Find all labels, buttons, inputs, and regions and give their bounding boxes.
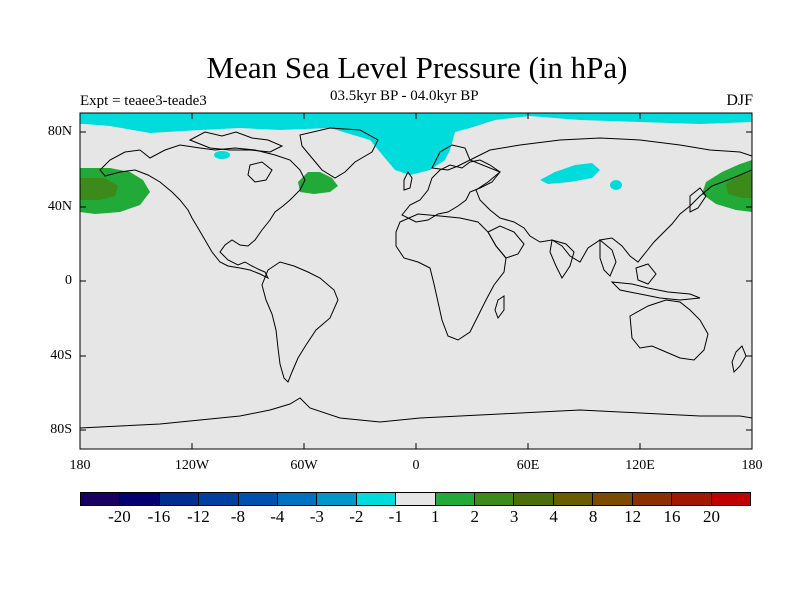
- new-zealand-coast: [731, 345, 747, 374]
- indonesia-coast: [610, 281, 701, 301]
- period-label: 03.5kyr BP - 04.0kyr BP: [330, 88, 479, 104]
- colorbar-label: -12: [187, 507, 210, 526]
- colorbar-swatch: [672, 493, 712, 505]
- hudson-bay-coast: [247, 161, 273, 183]
- colorbar-label: -2: [349, 507, 364, 526]
- colorbar-label: 4: [549, 507, 558, 526]
- colorbar-label: 8: [588, 507, 598, 526]
- season-label: DJF: [726, 92, 753, 109]
- south-america-coast: [261, 261, 339, 383]
- lat-label-40n: 40N: [47, 199, 72, 214]
- uk-coast: [403, 171, 413, 191]
- experiment-label: Expt = teaee3-teade3: [80, 93, 207, 109]
- lon-label-180e: 180: [741, 458, 763, 473]
- colorbar-label: -20: [108, 507, 131, 526]
- lon-label-60e: 60E: [516, 458, 540, 473]
- pacific-positive-core-west: [80, 178, 118, 200]
- colorbar-swatch: [475, 493, 515, 505]
- africa-coast: [395, 213, 507, 341]
- chart-title: Mean Sea Level Pressure (in hPa): [206, 50, 628, 85]
- lat-label-0: 0: [65, 273, 72, 288]
- japan-coast: [689, 187, 707, 213]
- borneo-coast: [635, 263, 657, 285]
- colorbar-swatch: [81, 493, 121, 505]
- colorbar-label: 20: [703, 507, 721, 526]
- colorbar-swatch: [278, 493, 318, 505]
- greenland-coast: [299, 127, 379, 179]
- indochina-coast: [599, 238, 617, 277]
- colorbar-label: -4: [270, 507, 285, 526]
- colorbar-label: 16: [663, 507, 681, 526]
- colorbar-label: 12: [624, 507, 642, 526]
- colorbar-swatch: [199, 493, 239, 505]
- arctic-cyan-patch-small: [214, 151, 230, 159]
- colorbar-swatch: [514, 493, 554, 505]
- arctic-islands-coast: [188, 131, 284, 153]
- colorbar-label: 3: [509, 507, 519, 526]
- colorbar-swatch: [711, 493, 750, 505]
- colorbar-label: -16: [147, 507, 171, 526]
- colorbar-swatch: [553, 493, 594, 505]
- lon-label-120e: 120E: [625, 458, 655, 473]
- europe-coast: [401, 159, 501, 223]
- scandinavia-coast: [431, 144, 471, 171]
- colorbar-swatch: [356, 493, 397, 505]
- lon-label-120w: 120W: [174, 458, 210, 473]
- antarctica-coast: [80, 397, 752, 429]
- colorbar-label: -1: [388, 507, 403, 526]
- eurasia-negative-anomaly: [540, 163, 600, 184]
- australia-coast: [629, 299, 709, 361]
- lat-label-40s: 40S: [50, 348, 72, 363]
- pacific-positive-core-east: [726, 172, 752, 198]
- axis-ticks: [80, 113, 752, 449]
- colorbar-swatch: [317, 493, 357, 505]
- colorbar-label: -3: [309, 507, 324, 526]
- colorbar-swatch: [238, 493, 279, 505]
- madagascar-coast: [494, 295, 505, 320]
- lon-label-0: 0: [412, 458, 420, 473]
- lon-label-180w: 180: [69, 458, 91, 473]
- colorbar-label: 1: [430, 507, 440, 526]
- colorbar-swatch: [435, 493, 476, 505]
- lon-label-60w: 60W: [290, 458, 318, 473]
- lat-label-80n: 80N: [47, 124, 72, 139]
- arabia-coast: [487, 225, 525, 259]
- india-coast: [549, 239, 575, 279]
- colorbar: [80, 492, 751, 506]
- atlantic-positive-anomaly: [298, 172, 338, 194]
- colorbar-swatch: [159, 493, 200, 505]
- eurasia-cyan-patch-small: [610, 180, 622, 190]
- asia-coast: [468, 137, 752, 263]
- coastlines: [80, 127, 752, 429]
- colorbar-swatch: [593, 493, 633, 505]
- colorbar-swatch: [120, 493, 160, 505]
- colorbar-swatch: [632, 493, 673, 505]
- pressure-anomaly-fields: [80, 113, 752, 214]
- arctic-negative-anomaly: [80, 113, 752, 175]
- colorbar-swatch: [396, 493, 436, 505]
- colorbar-label: 2: [470, 507, 479, 526]
- lat-label-80s: 80S: [50, 422, 72, 437]
- colorbar-label: -8: [230, 507, 245, 526]
